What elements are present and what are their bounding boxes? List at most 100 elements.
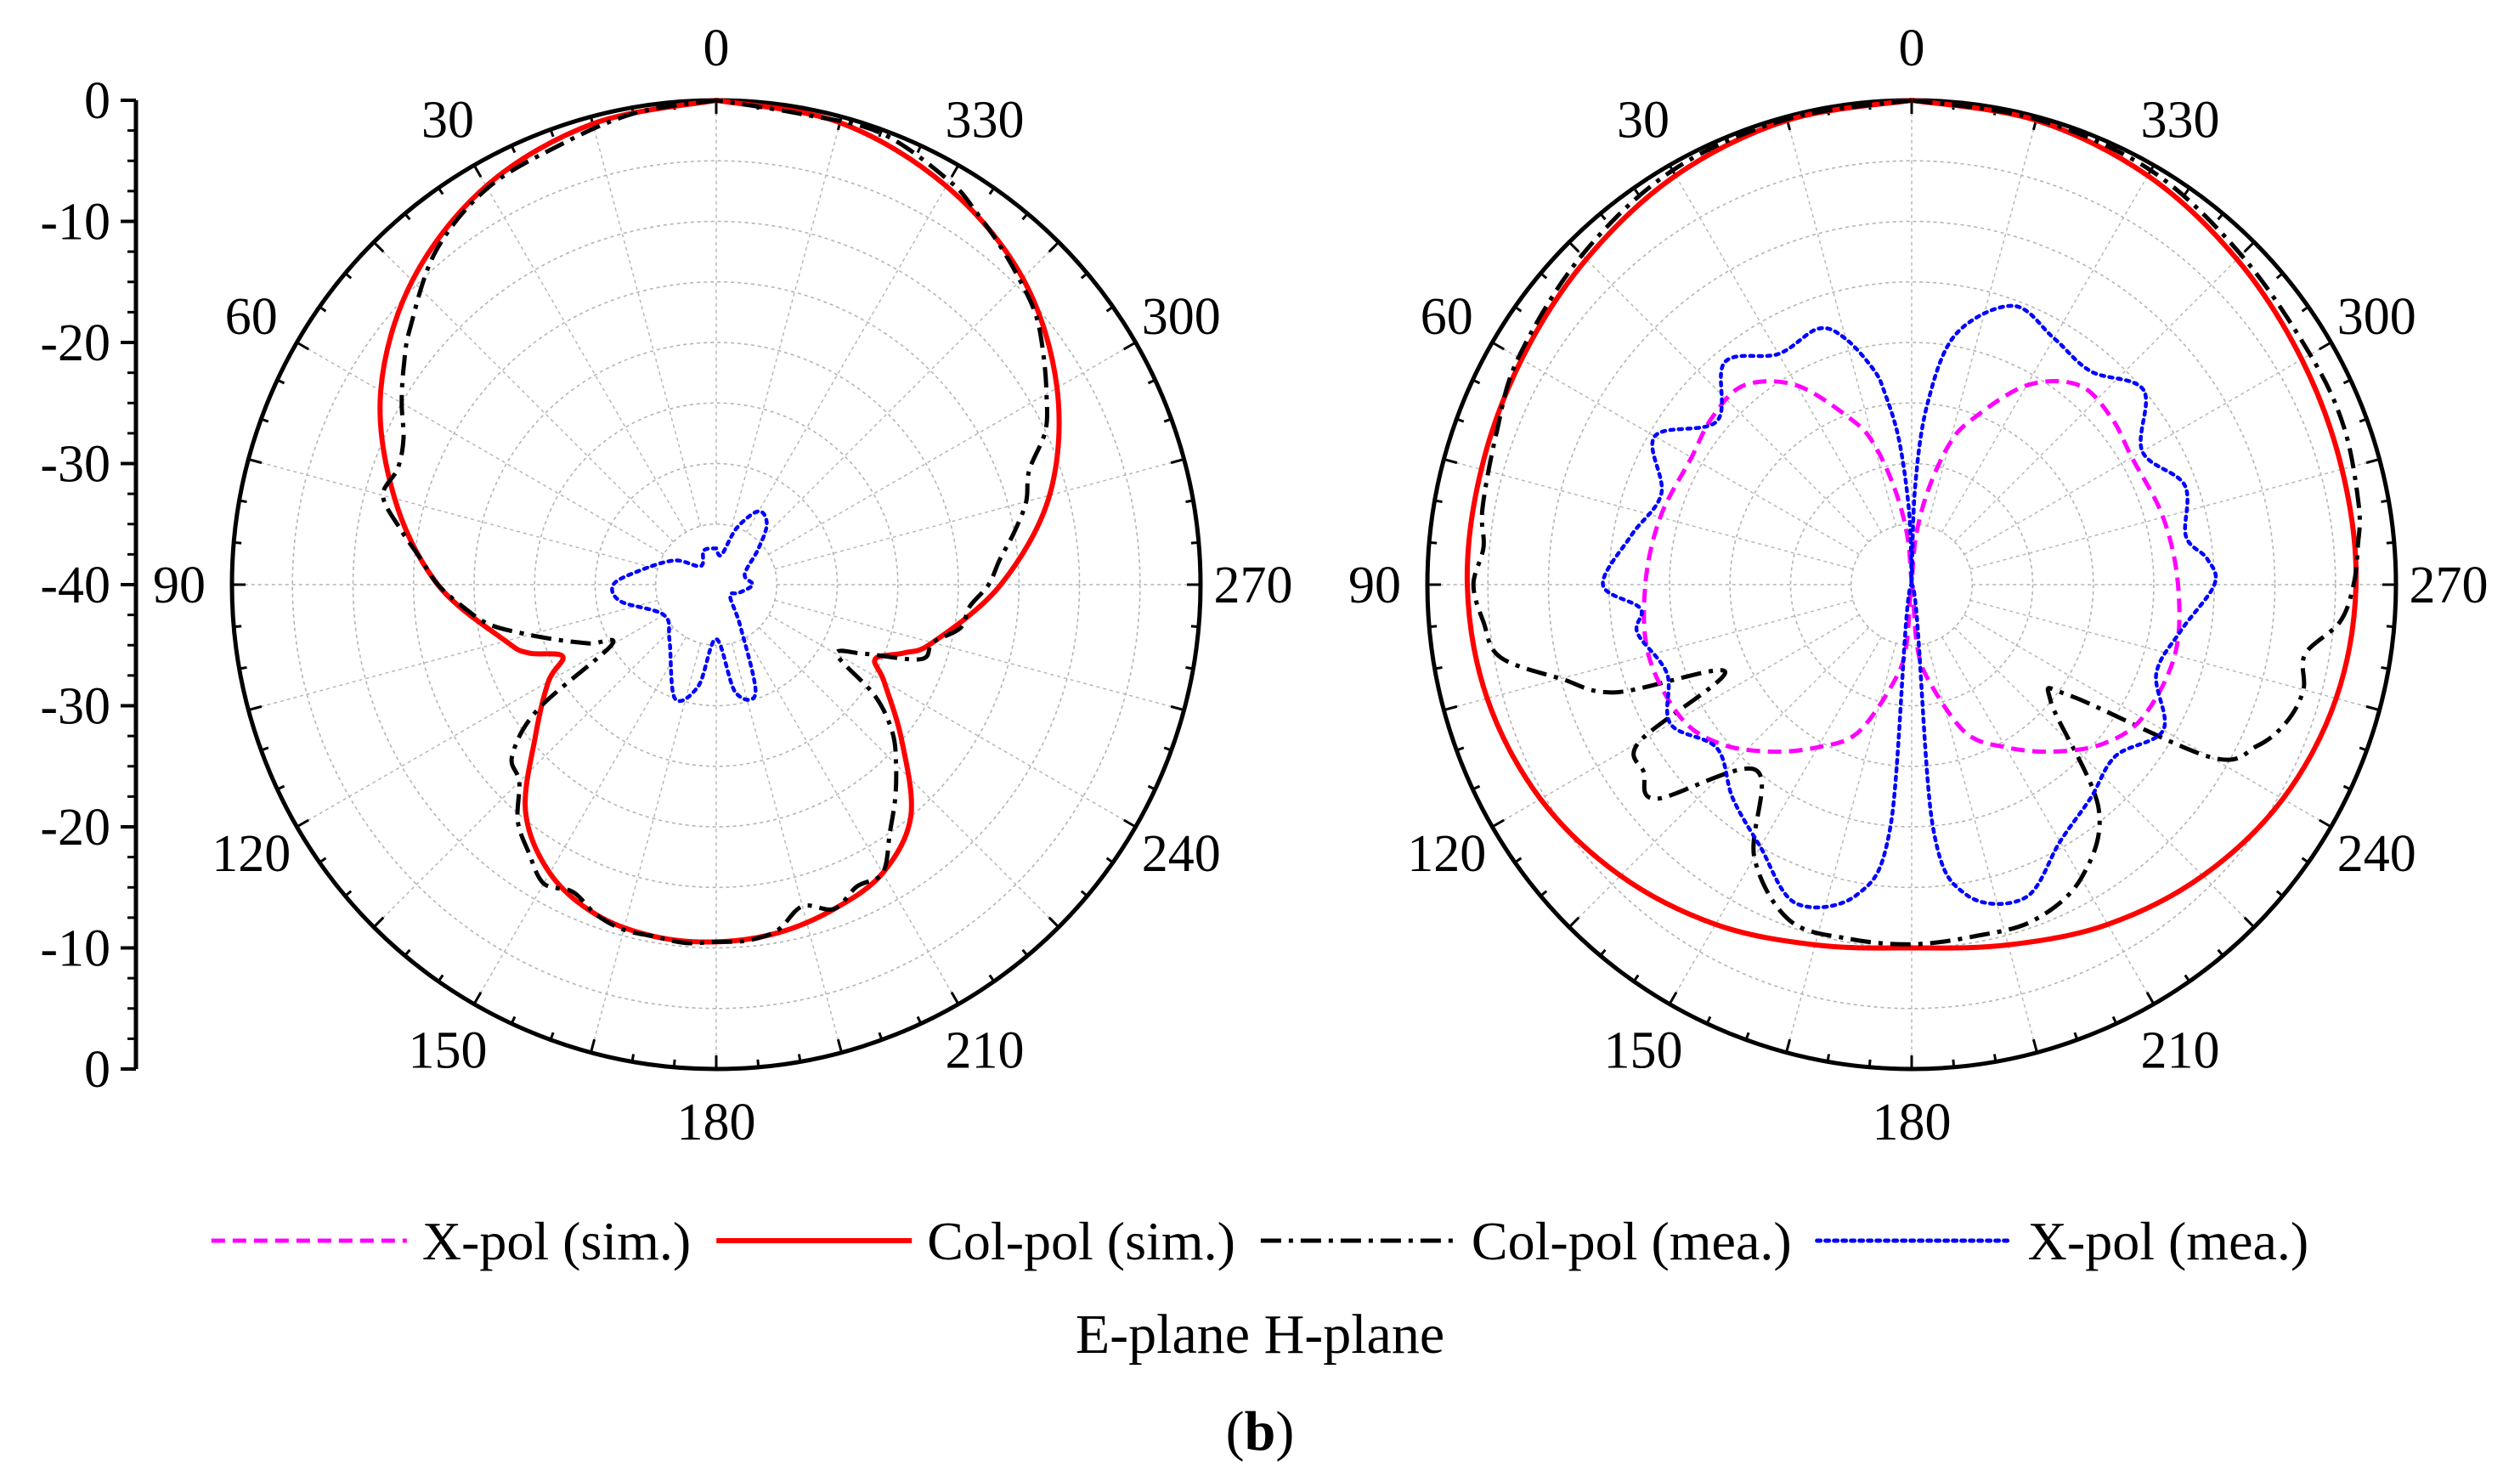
grid-ring	[594, 462, 839, 707]
angle-tick-mark	[1185, 499, 1194, 504]
angle-tick-mark	[1429, 540, 1438, 545]
grid-spoke	[1568, 241, 1870, 543]
angle-tick-mark	[2184, 974, 2191, 982]
angle-tick-mark	[1491, 341, 1505, 351]
e-plane-polar-plot: 0 30 60 90 120 150 180 210 240 270 300 330	[153, 20, 1293, 1151]
angle-tick-mark	[878, 1032, 884, 1041]
angle-tick-mark	[1080, 272, 1088, 280]
grid-ring	[412, 280, 1020, 889]
angle-tick-label: 30	[421, 92, 474, 150]
angle-tick-mark	[2243, 916, 2256, 929]
angle-tick-mark	[2342, 378, 2352, 385]
angle-tick-mark	[239, 499, 247, 504]
angle-tick-mark	[2381, 499, 2389, 504]
angle-tick-label: 240	[1142, 825, 1221, 883]
grid-spoke	[1669, 165, 1882, 533]
angle-tick-label: 0	[703, 20, 730, 77]
grid-spoke	[1926, 116, 2038, 527]
grid-spoke	[1969, 458, 2380, 570]
grid-spoke	[746, 165, 959, 533]
angle-tick-mark	[296, 818, 309, 829]
angle-tick-label: 300	[2337, 288, 2416, 346]
scale-tick-label: -40	[40, 557, 110, 614]
grid-spoke	[768, 342, 1136, 555]
angle-tick-mark	[1599, 948, 1607, 957]
grid-spoke	[774, 599, 1184, 711]
figure-caption: (b)	[1226, 1400, 1295, 1462]
legend-label: X-pol (sim.)	[422, 1211, 691, 1271]
angle-tick-mark	[836, 1038, 843, 1053]
angle-tick-mark	[1491, 818, 1505, 829]
angle-tick-mark	[248, 704, 263, 711]
angle-tick-mark	[1123, 341, 1137, 351]
angle-tick-mark	[950, 992, 960, 1005]
angle-tick-mark	[1185, 665, 1194, 670]
angle-tick-label: 150	[1604, 1021, 1683, 1079]
angle-tick-label: 120	[212, 825, 291, 883]
angle-tick-mark	[260, 746, 269, 752]
grid-ring	[654, 523, 778, 647]
grid-ring	[1729, 402, 2094, 767]
angle-tick-mark	[2381, 665, 2389, 670]
angle-tick-mark	[437, 187, 444, 195]
grid-spoke	[746, 636, 959, 1004]
angle-tick-label: 120	[1407, 825, 1486, 883]
grid-spoke	[1785, 116, 1897, 527]
h-plane-col-pol-mea-line	[1471, 98, 2362, 947]
angle-tick-mark	[404, 212, 411, 221]
grid-spoke	[1963, 614, 2331, 828]
angle-tick-label: 210	[946, 1021, 1025, 1079]
grid-spoke	[1492, 342, 1860, 555]
angle-tick-mark	[2184, 187, 2191, 195]
angle-tick-mark	[276, 784, 285, 791]
angle-tick-mark	[590, 1038, 596, 1053]
angle-tick-mark	[239, 665, 247, 670]
angle-tick-mark	[1785, 1038, 1792, 1053]
angle-tick-mark	[2031, 1038, 2038, 1053]
grid-spoke	[373, 241, 675, 543]
angle-tick-mark	[1105, 857, 1114, 864]
e-plane-col-pol-mea-line	[381, 98, 1050, 946]
grid-spoke	[248, 599, 658, 711]
angle-tick-mark	[1826, 1054, 1831, 1062]
radial-scale-axis: 0 -10 -20 -30 -40 -30 -20 -10 0	[40, 72, 138, 1099]
angle-tick-mark	[549, 1032, 555, 1041]
legend-label: X-pol (mea.)	[2028, 1211, 2309, 1271]
angle-tick-mark	[1163, 746, 1172, 752]
angle-tick-mark	[672, 1059, 676, 1067]
grid-ring	[473, 342, 959, 828]
scale-tick-label: -30	[40, 436, 110, 494]
grid-spoke	[590, 642, 702, 1053]
angle-tick-mark	[1705, 1015, 1712, 1025]
angle-tick-mark	[510, 1015, 517, 1025]
scale-tick-label: 0	[84, 72, 110, 130]
angle-tick-mark	[2386, 540, 2394, 545]
angle-tick-label: 300	[1142, 288, 1221, 346]
angle-tick-mark	[2359, 417, 2368, 423]
angle-tick-mark	[2386, 625, 2394, 629]
grid-spoke	[731, 116, 843, 527]
angle-tick-mark	[260, 417, 269, 423]
grid-spoke	[297, 614, 664, 828]
angle-tick-mark	[1568, 916, 1580, 929]
legend-item-col-pol-sim: Col-pol (sim.)	[716, 1211, 1235, 1271]
scale-tick-label: -10	[40, 194, 110, 252]
legend-item-x-pol-sim: X-pol (sim.)	[211, 1211, 691, 1271]
grid-spoke	[774, 458, 1184, 570]
angle-tick-mark	[276, 378, 285, 385]
angle-tick-label: 210	[2141, 1021, 2220, 1079]
angle-tick-mark	[2217, 948, 2224, 957]
angle-tick-mark	[1472, 378, 1481, 385]
angle-tick-mark	[1147, 784, 1156, 791]
angle-tick-mark	[372, 240, 385, 253]
angle-tick-label: 330	[2141, 92, 2220, 150]
angle-tick-mark	[404, 948, 411, 957]
angle-tick-mark	[1632, 974, 1640, 982]
angle-tick-mark	[1434, 665, 1443, 670]
angle-tick-label: 180	[677, 1094, 756, 1151]
grid-spoke	[473, 165, 687, 533]
angle-tick-label: 270	[1214, 557, 1293, 614]
angle-tick-mark	[1105, 305, 1114, 313]
scale-tick-label: 0	[84, 1041, 110, 1099]
